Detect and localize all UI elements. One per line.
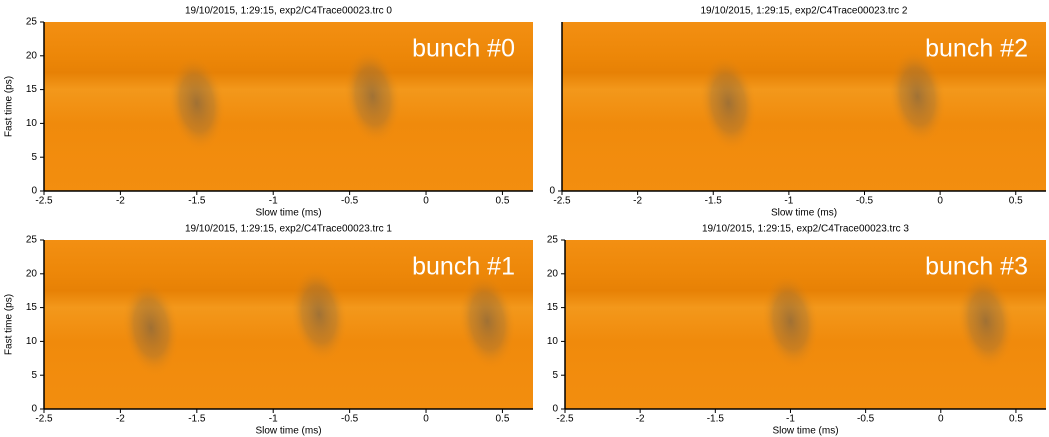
x-tick-label: -1 <box>269 414 278 425</box>
x-tick-label: -2.5 <box>553 196 571 207</box>
blob <box>290 266 348 363</box>
y-tick-label: 0 <box>31 186 37 197</box>
x-tick-label: 0 <box>938 414 944 425</box>
y-axis-label: Fast time (ps) <box>4 294 15 355</box>
y-tick-label: 5 <box>552 370 558 381</box>
blob <box>458 273 516 369</box>
y-tick-label: 10 <box>26 118 38 129</box>
x-tick-label: 0 <box>937 196 943 207</box>
blob <box>168 55 226 151</box>
x-tick-label: 0 <box>423 196 429 207</box>
blob <box>761 273 819 369</box>
y-tick-label: 10 <box>547 336 559 347</box>
x-tick-label: 0.5 <box>495 196 509 207</box>
chart-title: 19/10/2015, 1:29:15, exp2/C4Trace00023.t… <box>701 6 908 17</box>
y-tick-label: 20 <box>547 268 559 279</box>
x-tick-label: 0 <box>423 414 429 425</box>
x-axis-label: Slow time (ms) <box>255 208 321 219</box>
x-tick-label: -2 <box>636 414 645 425</box>
x-tick-label: -0.5 <box>856 196 874 207</box>
blob <box>699 55 757 151</box>
y-axis-label: Fast time (ps) <box>4 76 15 137</box>
x-tick-label: 0.5 <box>1009 414 1023 425</box>
chart-title: 19/10/2015, 1:29:15, exp2/C4Trace00023.t… <box>702 224 909 235</box>
y-tick-label: 25 <box>26 235 38 246</box>
y-tick-label: 20 <box>26 50 38 61</box>
annotation: bunch #0 <box>412 35 515 63</box>
blob <box>957 273 1015 369</box>
x-tick-label: -1.5 <box>707 414 725 425</box>
y-tick-label: 0 <box>31 404 37 415</box>
x-tick-label: -1 <box>784 196 793 207</box>
x-tick-label: -1 <box>269 196 278 207</box>
x-tick-label: -1 <box>786 414 795 425</box>
y-tick-label: 25 <box>547 235 559 246</box>
y-tick-label: 15 <box>26 84 38 95</box>
y-tick-label: 25 <box>26 17 38 28</box>
annotation: bunch #3 <box>925 253 1028 281</box>
x-tick-label: -1.5 <box>188 196 206 207</box>
x-tick-label: -2.5 <box>35 196 53 207</box>
y-tick-label: 5 <box>31 152 37 163</box>
y-tick-label: 5 <box>31 370 37 381</box>
x-tick-label: -2.5 <box>556 414 574 425</box>
blob <box>344 48 402 145</box>
y-tick-label: 0 <box>552 404 558 415</box>
x-tick-label: -2.5 <box>35 414 53 425</box>
x-tick-label: -2 <box>116 196 125 207</box>
chart-title: 19/10/2015, 1:29:15, exp2/C4Trace00023.t… <box>185 6 392 17</box>
blob <box>888 48 946 145</box>
chart-title: 19/10/2015, 1:29:15, exp2/C4Trace00023.t… <box>185 224 392 235</box>
x-tick-label: -2 <box>116 414 125 425</box>
plot-banding <box>562 22 1046 191</box>
x-tick-label: -1.5 <box>188 414 206 425</box>
x-axis-label: Slow time (ms) <box>772 426 838 437</box>
x-axis-label: Slow time (ms) <box>255 426 321 437</box>
blob <box>122 280 180 376</box>
annotation: bunch #1 <box>412 253 515 281</box>
y-tick-label: 0 <box>549 186 555 197</box>
plot-banding <box>44 22 533 191</box>
x-tick-label: -1.5 <box>705 196 723 207</box>
x-tick-label: -2 <box>633 196 642 207</box>
x-tick-label: -0.5 <box>341 414 359 425</box>
y-tick-label: 15 <box>26 302 38 313</box>
y-tick-label: 15 <box>547 302 559 313</box>
x-tick-label: 0.5 <box>1009 196 1023 207</box>
x-tick-label: 0.5 <box>495 414 509 425</box>
y-tick-label: 10 <box>26 336 38 347</box>
x-axis-label: Slow time (ms) <box>771 208 837 219</box>
x-tick-label: -0.5 <box>857 414 875 425</box>
x-tick-label: -0.5 <box>341 196 359 207</box>
annotation: bunch #2 <box>925 35 1028 63</box>
y-tick-label: 20 <box>26 268 38 279</box>
